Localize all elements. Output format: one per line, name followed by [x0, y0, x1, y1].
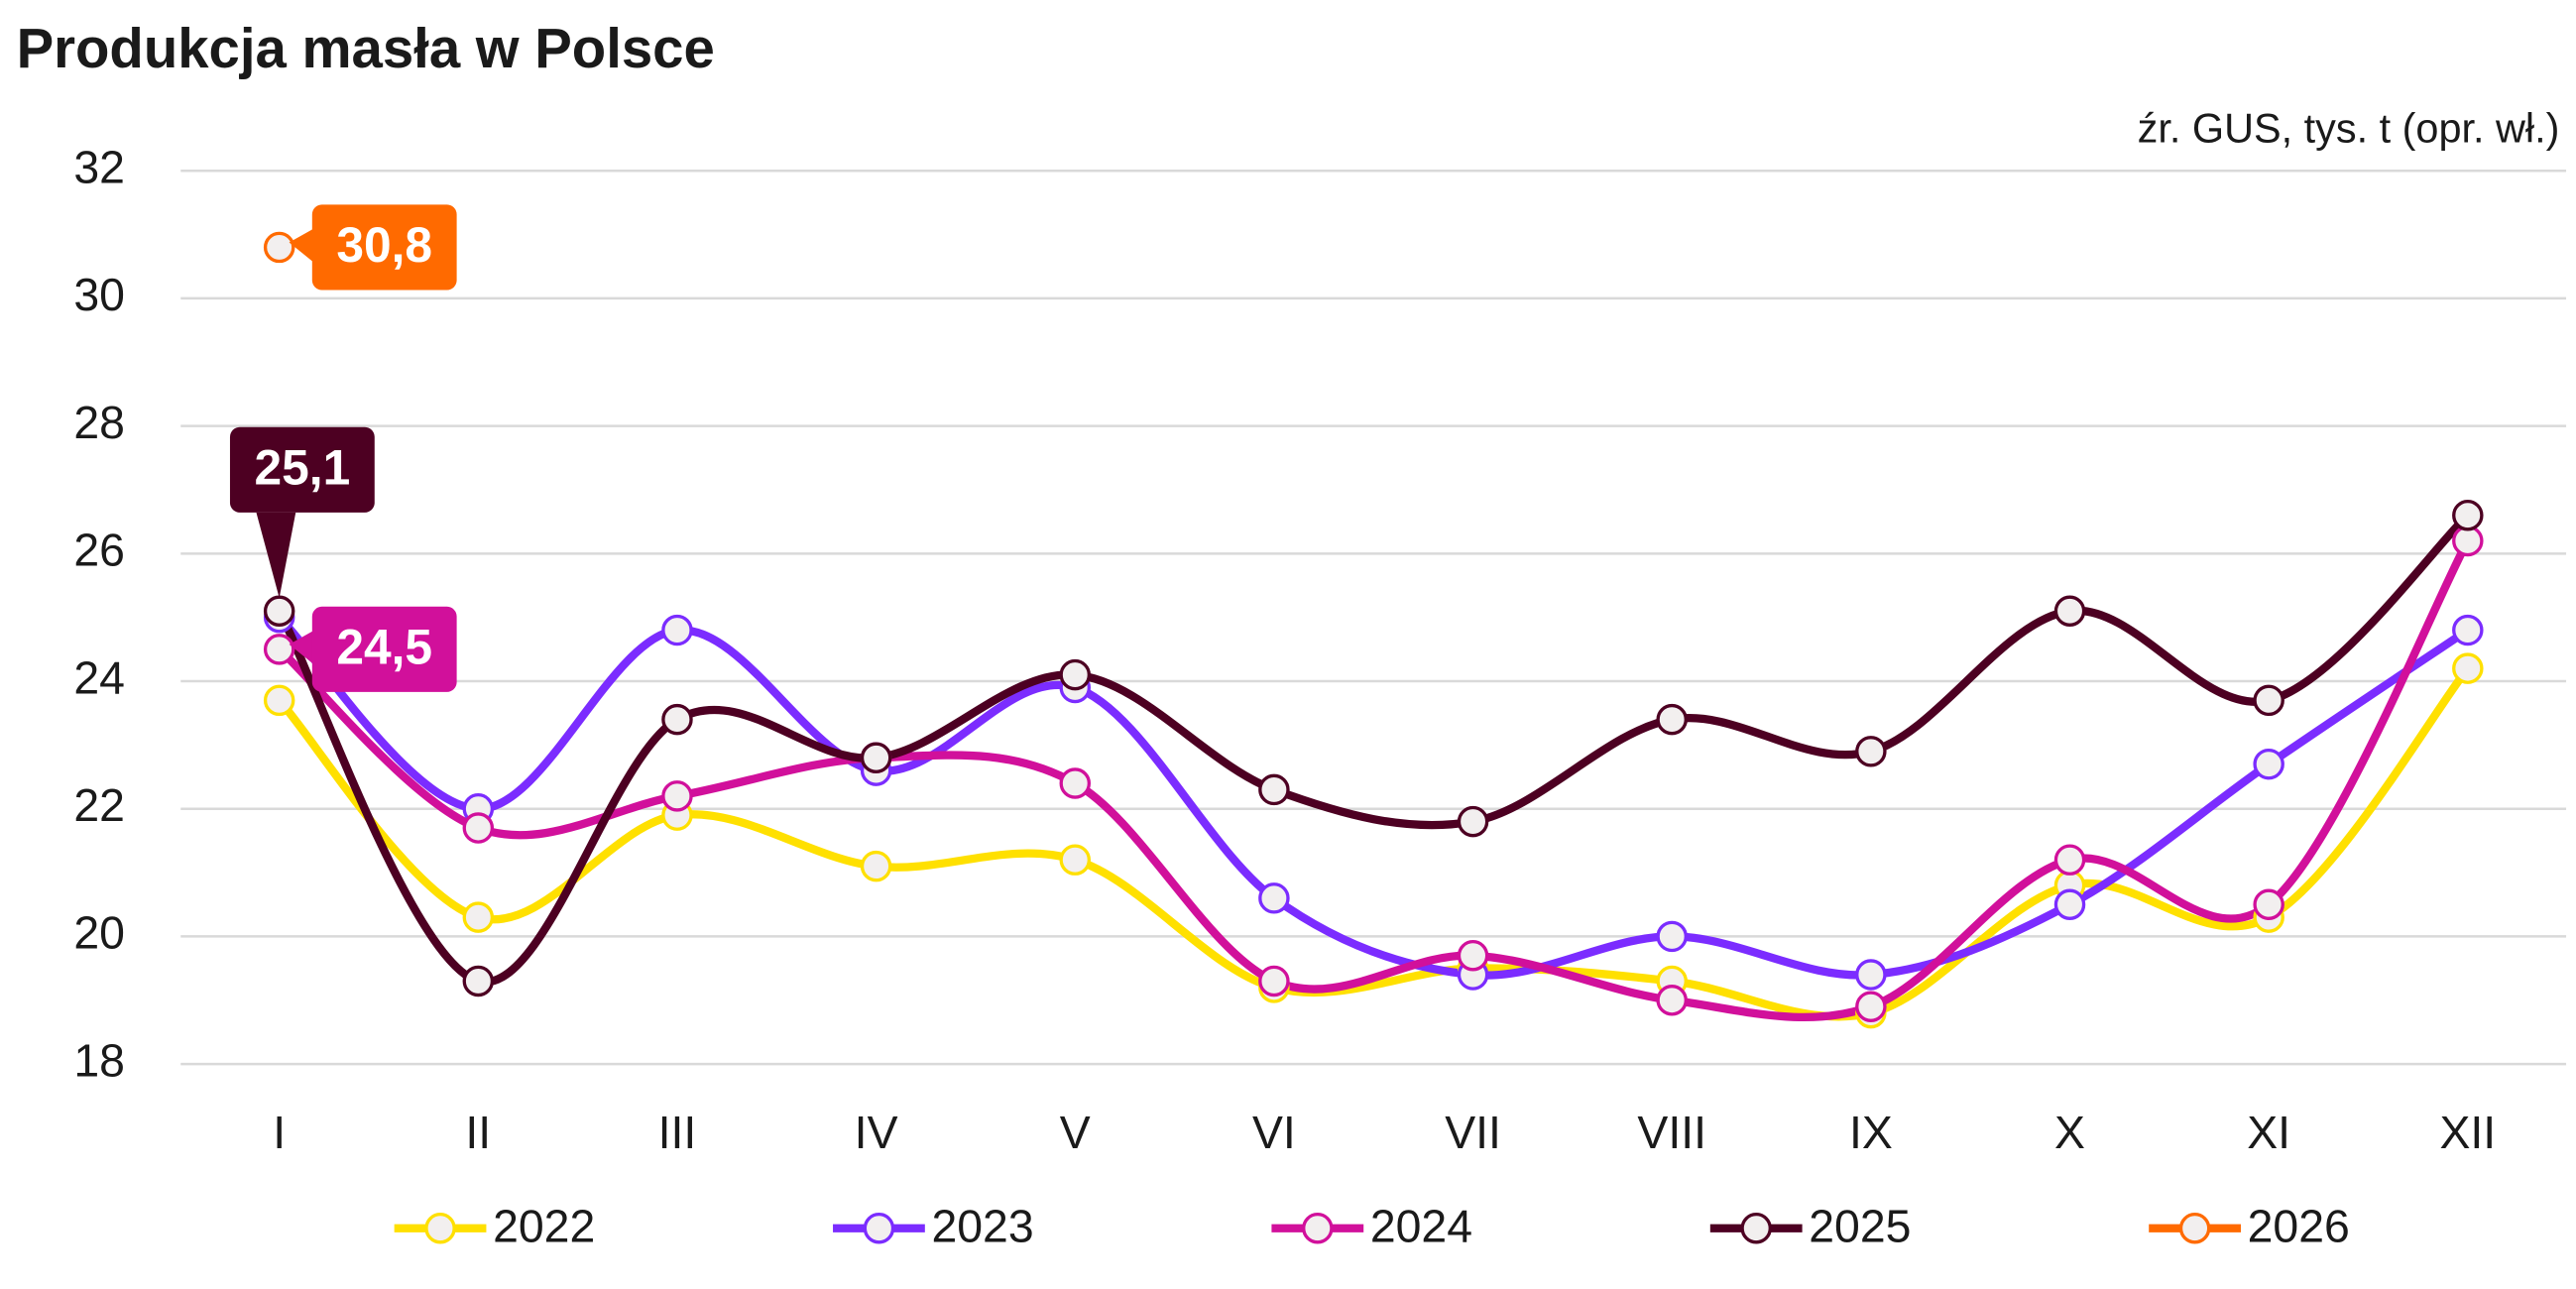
data-point [263, 684, 295, 717]
y-tick-label: 28 [73, 397, 125, 448]
label-box [311, 204, 457, 291]
label-pointer [289, 629, 316, 666]
x-tick-label: VII [1445, 1107, 1501, 1158]
data-point [2053, 844, 2086, 876]
data-point [1855, 959, 1887, 991]
x-tick-label: VIII [1637, 1107, 1706, 1158]
label-text: 25,1 [254, 440, 350, 496]
data-point [1457, 939, 1489, 972]
data-point [2452, 614, 2484, 646]
label-text: 30,8 [336, 217, 432, 273]
data-label: 25,1 [229, 426, 375, 598]
data-point [1457, 805, 1489, 838]
y-tick-label: 26 [73, 525, 125, 576]
y-tick-label: 32 [73, 141, 125, 192]
lines [275, 511, 2472, 1022]
legend-marker [1740, 1212, 1772, 1244]
legend-marker [2178, 1212, 2211, 1244]
data-label: 24,5 [289, 606, 457, 692]
labels: 24,5 25,1 30,8 [229, 204, 457, 692]
data-point [1059, 844, 1092, 876]
y-tick-label: 24 [73, 651, 125, 703]
data-point [1656, 703, 1688, 736]
legend: 2022 2023 2024 2025 2026 [394, 1201, 2350, 1252]
data-point [2452, 525, 2484, 557]
y-tick-label: 30 [73, 269, 125, 320]
data-point [1059, 767, 1092, 799]
data-point [1258, 882, 1290, 914]
chart-title: Produkcja masła w Polsce [17, 17, 715, 79]
data-point [2452, 499, 2484, 531]
data-point [2053, 888, 2086, 920]
x-tick-label: XI [2247, 1107, 2290, 1158]
x-tick-label: VI [1252, 1107, 1296, 1158]
legend-label: 2025 [1809, 1201, 1911, 1252]
data-point [2452, 652, 2484, 684]
x-tick-label: X [2054, 1107, 2085, 1158]
data-point [1258, 965, 1290, 997]
legend-label: 2026 [2248, 1201, 2350, 1252]
data-point [263, 634, 295, 665]
x-tick-label: IV [855, 1107, 898, 1158]
x-tick-label: III [658, 1107, 697, 1158]
data-point [661, 614, 693, 646]
series-line [275, 664, 2472, 1021]
legend-marker [424, 1212, 456, 1244]
data-point [2253, 888, 2284, 920]
x-tick-label: XII [2439, 1107, 2496, 1158]
x-tick-label: IX [1849, 1107, 1893, 1158]
data-point [1258, 773, 1290, 806]
series-line [275, 511, 2472, 987]
legend-label: 2024 [1370, 1201, 1472, 1252]
data-point [2253, 748, 2284, 780]
y-tick-label: 22 [73, 779, 125, 831]
label-box [311, 606, 457, 692]
label-pointer [289, 227, 316, 265]
data-point [462, 812, 495, 844]
data-point [2253, 684, 2284, 717]
x-tick-label: V [1060, 1107, 1091, 1158]
data-point [2053, 595, 2086, 627]
label-text: 24,5 [336, 620, 432, 675]
series-line [275, 536, 2472, 1022]
x-tick-label: II [465, 1107, 491, 1158]
markers [263, 231, 2484, 1029]
data-point [860, 850, 892, 882]
legend-label: 2023 [931, 1201, 1033, 1252]
legend-marker [1302, 1212, 1334, 1244]
y-tick-label: 18 [73, 1034, 125, 1086]
x-tick-label: I [273, 1107, 286, 1158]
label-pointer [256, 512, 296, 598]
y-tick-label: 20 [73, 907, 125, 959]
data-point [1855, 736, 1887, 767]
data-point [860, 742, 892, 773]
data-point [1059, 658, 1092, 691]
data-label: 30,8 [289, 204, 457, 291]
source-note: źr. GUS, tys. t (opr. wł.) [2138, 105, 2560, 151]
legend-label: 2022 [493, 1201, 595, 1252]
data-point [263, 231, 295, 264]
label-box [229, 426, 375, 513]
series-line [275, 613, 2472, 980]
data-point [263, 595, 295, 627]
data-point [462, 965, 495, 997]
data-point [1656, 920, 1688, 953]
data-point [661, 703, 693, 736]
data-point [1656, 985, 1688, 1016]
data-point [462, 901, 495, 933]
data-point [1855, 991, 1887, 1022]
data-point [661, 780, 693, 812]
legend-marker [863, 1212, 895, 1244]
